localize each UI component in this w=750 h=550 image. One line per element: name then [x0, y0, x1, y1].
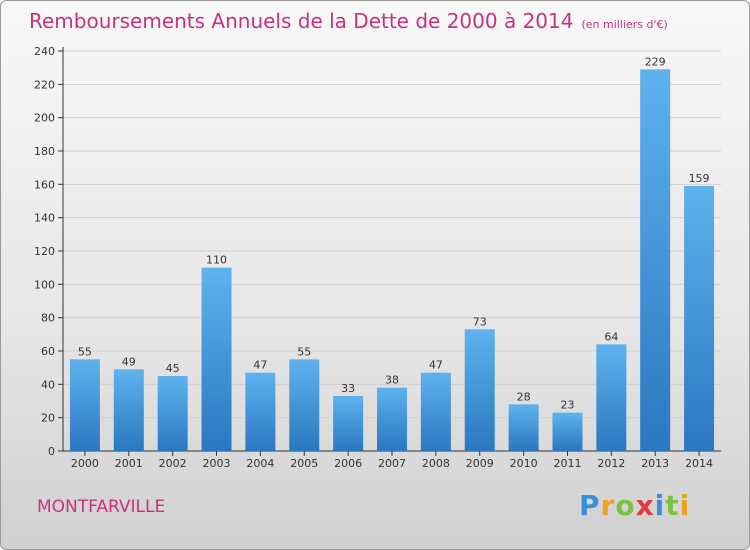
y-tick-label: 120	[34, 245, 55, 258]
y-tick-label: 220	[34, 78, 55, 91]
chart-title-text: Remboursements Annuels de la Dette de 20…	[29, 9, 574, 33]
data-label: 110	[206, 254, 227, 267]
y-tick-label: 200	[34, 112, 55, 125]
y-tick-label: 100	[34, 278, 55, 291]
data-label: 55	[297, 345, 311, 358]
bar	[245, 372, 276, 451]
bar	[420, 372, 451, 451]
bar	[201, 267, 232, 451]
data-label: 73	[473, 315, 487, 328]
x-tick-label: 2011	[553, 457, 581, 470]
x-tick-label: 2007	[378, 457, 406, 470]
data-label: 47	[253, 359, 267, 372]
y-tick-label: 20	[41, 412, 55, 425]
logo-letter: o	[615, 489, 636, 522]
bar	[508, 404, 539, 451]
bar	[333, 396, 364, 451]
bar	[684, 186, 715, 451]
logo-letter: r	[600, 489, 616, 522]
x-tick-label: 2002	[159, 457, 187, 470]
data-label: 33	[341, 382, 355, 395]
x-tick-label: 2001	[115, 457, 143, 470]
bar	[377, 387, 407, 451]
x-tick-label: 2010	[510, 457, 538, 470]
data-label: 64	[604, 330, 618, 343]
bar	[596, 344, 627, 451]
proxiti-logo: Proxiti	[579, 489, 690, 522]
data-label: 45	[166, 362, 180, 375]
logo-letter: i	[654, 489, 666, 522]
data-label: 55	[78, 345, 92, 358]
x-tick-label: 2009	[466, 457, 494, 470]
bar	[113, 369, 144, 451]
data-label: 38	[385, 374, 399, 387]
bar	[464, 329, 495, 451]
data-label: 159	[689, 172, 710, 185]
axes: 0 20 40 60 80 100 120 140 160 180 200 220 240 2000 200…	[34, 45, 721, 470]
y-tick-label: 140	[34, 212, 55, 225]
logo-letter: i	[679, 489, 691, 522]
data-label: 229	[645, 55, 666, 68]
town-name: MONTFARVILLE	[37, 497, 166, 517]
bar	[552, 412, 583, 451]
y-tick-label: 240	[34, 45, 55, 58]
y-tick-label: 80	[41, 312, 55, 325]
y-tick-label: 160	[34, 178, 55, 191]
bar	[640, 69, 671, 451]
data-labels: 55 49 45 110 47 55 33 38 47 73 28 23 64 229 159	[78, 55, 710, 411]
y-tick-label: 40	[41, 378, 55, 391]
x-tick-label: 2014	[685, 457, 713, 470]
y-tick-label: 180	[34, 145, 55, 158]
data-label: 49	[122, 355, 136, 368]
data-label: 47	[429, 359, 443, 372]
chart-title: Remboursements Annuels de la Dette de 20…	[29, 9, 668, 33]
y-tick-label: 60	[41, 345, 55, 358]
y-tick-label: 0	[48, 445, 55, 458]
bars	[69, 69, 715, 451]
bar	[157, 376, 188, 451]
bar	[69, 359, 100, 451]
x-tick-label: 2006	[334, 457, 362, 470]
bar	[289, 359, 320, 451]
x-tick-label: 2012	[597, 457, 625, 470]
logo-letter: P	[579, 489, 601, 522]
logo-letter: t	[665, 489, 680, 522]
data-label: 23	[560, 399, 574, 412]
x-tick-label: 2004	[246, 457, 274, 470]
data-label: 28	[517, 390, 531, 403]
logo-letter: x	[635, 489, 655, 522]
x-tick-label: 2005	[290, 457, 318, 470]
x-tick-label: 2000	[71, 457, 99, 470]
x-tick-label: 2013	[641, 457, 669, 470]
x-tick-label: 2003	[203, 457, 231, 470]
x-tick-label: 2008	[422, 457, 450, 470]
chart-subtitle: (en milliers d'€)	[581, 18, 668, 31]
